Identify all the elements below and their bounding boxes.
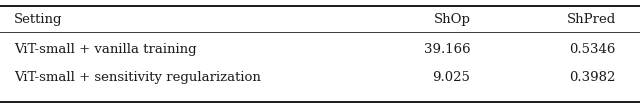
Text: ShOp: ShOp [433, 13, 470, 26]
Text: Setting: Setting [14, 13, 63, 26]
Text: ShPred: ShPred [566, 13, 616, 26]
Text: 0.3982: 0.3982 [570, 71, 616, 84]
Text: 0.5346: 0.5346 [570, 43, 616, 56]
Text: ViT-small + vanilla training: ViT-small + vanilla training [14, 43, 196, 56]
Text: 9.025: 9.025 [433, 71, 470, 84]
Text: 39.166: 39.166 [424, 43, 470, 56]
Text: ViT-small + sensitivity regularization: ViT-small + sensitivity regularization [14, 71, 261, 84]
